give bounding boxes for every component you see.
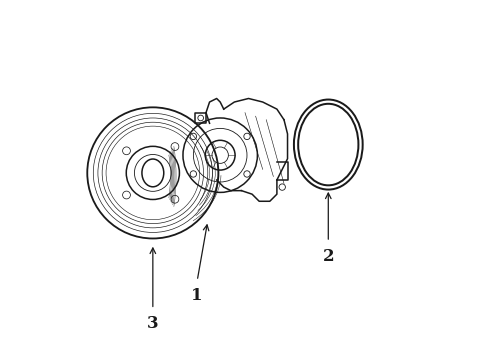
- Text: 3: 3: [147, 315, 159, 332]
- Text: 1: 1: [192, 287, 203, 304]
- Text: 2: 2: [322, 248, 334, 265]
